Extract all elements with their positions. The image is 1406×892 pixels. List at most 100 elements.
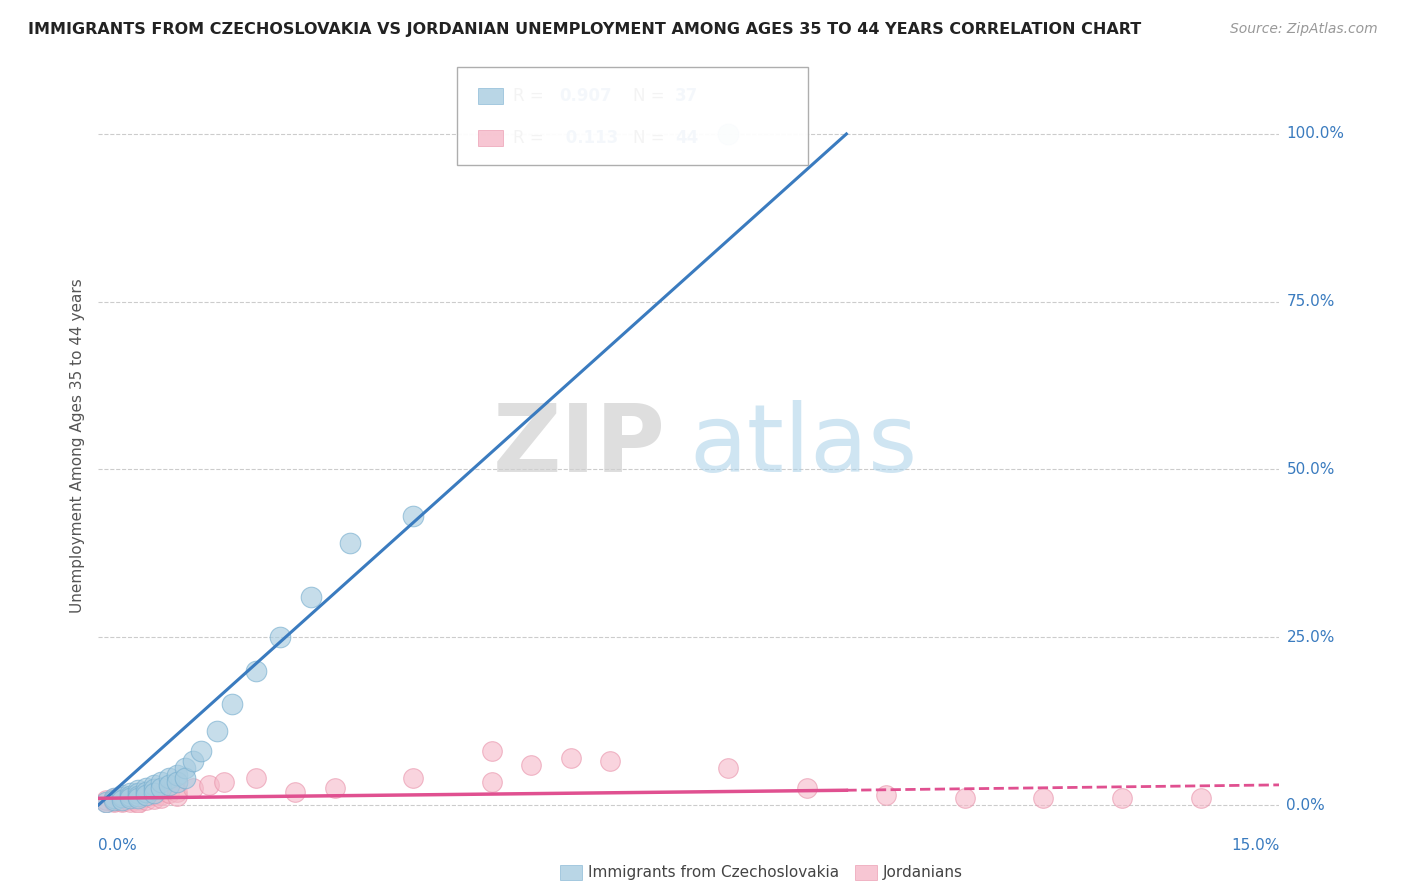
Point bbox=[796, 781, 818, 796]
Point bbox=[402, 771, 425, 785]
Point bbox=[717, 127, 740, 141]
Point bbox=[142, 778, 165, 792]
Text: R =: R = bbox=[513, 87, 544, 105]
Point bbox=[118, 791, 141, 805]
Point bbox=[127, 795, 149, 809]
Text: R =: R = bbox=[513, 129, 544, 147]
Text: 75.0%: 75.0% bbox=[1286, 294, 1334, 310]
Point bbox=[135, 789, 157, 804]
Point bbox=[111, 794, 134, 808]
Point bbox=[166, 789, 188, 803]
Point bbox=[127, 789, 149, 803]
Point bbox=[166, 784, 188, 798]
Point bbox=[142, 788, 165, 802]
Point bbox=[402, 509, 425, 524]
Point bbox=[150, 781, 173, 796]
Point bbox=[135, 788, 157, 802]
Point bbox=[197, 778, 219, 792]
Point bbox=[96, 795, 118, 809]
Point bbox=[245, 664, 267, 678]
Point bbox=[150, 774, 173, 789]
Point bbox=[111, 788, 134, 802]
Text: 0.113: 0.113 bbox=[560, 129, 617, 147]
Point bbox=[118, 786, 141, 800]
Point bbox=[142, 792, 165, 806]
Point bbox=[221, 698, 243, 712]
Point bbox=[111, 789, 134, 804]
Text: atlas: atlas bbox=[689, 400, 917, 492]
Text: 100.0%: 100.0% bbox=[1286, 127, 1344, 142]
Point bbox=[190, 744, 212, 758]
Point bbox=[111, 789, 134, 804]
Point bbox=[214, 774, 236, 789]
Point bbox=[150, 788, 173, 802]
Point bbox=[245, 771, 267, 785]
Point bbox=[157, 778, 180, 792]
Point bbox=[103, 792, 125, 806]
Point bbox=[1111, 791, 1133, 805]
Text: Immigrants from Czechoslovakia: Immigrants from Czechoslovakia bbox=[588, 865, 839, 880]
Text: 44: 44 bbox=[675, 129, 699, 147]
Point bbox=[111, 795, 134, 809]
Point bbox=[481, 744, 503, 758]
Point bbox=[103, 791, 125, 805]
Point bbox=[96, 792, 118, 806]
Point bbox=[127, 796, 149, 810]
Point bbox=[127, 786, 149, 800]
Point bbox=[205, 724, 228, 739]
Text: ZIP: ZIP bbox=[492, 400, 665, 492]
Point bbox=[269, 630, 291, 644]
Point bbox=[111, 792, 134, 806]
Point bbox=[181, 781, 204, 796]
Text: 0.0%: 0.0% bbox=[98, 838, 138, 854]
Point bbox=[118, 789, 141, 803]
Text: 0.907: 0.907 bbox=[560, 87, 612, 105]
Point bbox=[135, 784, 157, 798]
Point bbox=[520, 757, 543, 772]
Y-axis label: Unemployment Among Ages 35 to 44 years: Unemployment Among Ages 35 to 44 years bbox=[69, 278, 84, 614]
Text: Source: ZipAtlas.com: Source: ZipAtlas.com bbox=[1230, 22, 1378, 37]
Point bbox=[284, 784, 307, 798]
Point bbox=[118, 793, 141, 807]
Point bbox=[166, 768, 188, 782]
Point bbox=[181, 755, 204, 769]
Point bbox=[96, 795, 118, 809]
Point bbox=[174, 761, 197, 775]
Text: N =: N = bbox=[633, 129, 664, 147]
Point bbox=[135, 781, 157, 796]
Text: N =: N = bbox=[633, 87, 664, 105]
Text: 50.0%: 50.0% bbox=[1286, 462, 1334, 477]
Point bbox=[127, 791, 149, 805]
Point bbox=[103, 791, 125, 805]
Point bbox=[150, 791, 173, 805]
Point bbox=[127, 792, 149, 806]
Point bbox=[299, 590, 322, 604]
Point bbox=[118, 791, 141, 805]
Text: 15.0%: 15.0% bbox=[1232, 838, 1279, 854]
Text: Jordanians: Jordanians bbox=[883, 865, 963, 880]
Point bbox=[339, 536, 361, 550]
Text: 37: 37 bbox=[675, 87, 699, 105]
Point bbox=[166, 774, 188, 789]
Text: IMMIGRANTS FROM CZECHOSLOVAKIA VS JORDANIAN UNEMPLOYMENT AMONG AGES 35 TO 44 YEA: IMMIGRANTS FROM CZECHOSLOVAKIA VS JORDAN… bbox=[28, 22, 1142, 37]
Point bbox=[135, 793, 157, 807]
Point bbox=[118, 795, 141, 809]
Point bbox=[1189, 791, 1212, 805]
Point bbox=[481, 774, 503, 789]
Text: 0.0%: 0.0% bbox=[1286, 797, 1326, 813]
Text: 25.0%: 25.0% bbox=[1286, 630, 1334, 645]
Point bbox=[323, 781, 346, 796]
Point bbox=[142, 781, 165, 796]
Point bbox=[174, 771, 197, 785]
Point bbox=[717, 761, 740, 775]
Point bbox=[127, 789, 149, 804]
Point bbox=[111, 792, 134, 806]
Point bbox=[157, 771, 180, 785]
Point bbox=[103, 794, 125, 808]
Point bbox=[1032, 791, 1054, 805]
Point bbox=[157, 786, 180, 800]
Point bbox=[875, 788, 897, 802]
Point bbox=[560, 751, 582, 765]
Point bbox=[599, 755, 621, 769]
Point bbox=[142, 786, 165, 800]
